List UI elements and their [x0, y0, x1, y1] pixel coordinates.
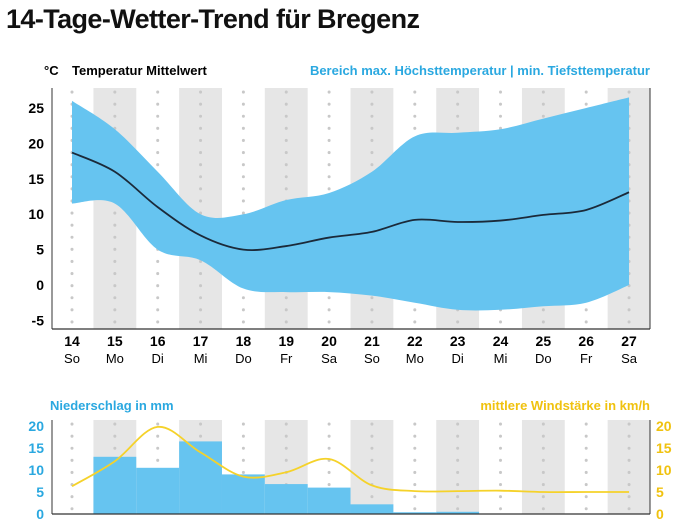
x-tick-weekday: Do: [535, 351, 552, 366]
upper-y-tick: 25: [28, 100, 44, 116]
legend-wind: mittlere Windstärke in km/h: [480, 398, 650, 413]
wind-y-tick: 5: [656, 484, 664, 500]
temperature-range-band: [72, 97, 630, 311]
precip-bar-18: [221, 474, 265, 514]
upper-y-tick: 10: [28, 206, 44, 222]
x-tick-day: 25: [536, 333, 552, 349]
upper-x-tick-labels: 14 So 15 Mo 16 Di 17 Mi 18 Do 19 Fr 20 Sa 21 So 22 Mo 23 Di…: [64, 333, 638, 366]
precipitation-bars: [93, 441, 480, 514]
legend-precipitation: Niederschlag in mm: [50, 398, 174, 413]
wind-y-tick: 15: [656, 440, 672, 456]
x-tick-weekday: Sa: [621, 351, 638, 366]
upper-y-tick: 0: [36, 277, 44, 293]
precip-y-tick-labels: 20 15 10 5 0: [28, 418, 44, 522]
x-tick-weekday: Fr: [280, 351, 293, 366]
x-tick-weekday: Mi: [494, 351, 508, 366]
x-tick-day: 15: [107, 333, 123, 349]
page-title: 14-Tage-Wetter-Trend für Bregenz: [6, 4, 420, 34]
x-tick-weekday: Do: [235, 351, 252, 366]
lower-stripe: [350, 420, 394, 514]
x-tick-weekday: Mo: [106, 351, 124, 366]
precip-bar-21: [350, 504, 394, 514]
upper-y-tick: 15: [28, 171, 44, 187]
x-tick-day: 22: [407, 333, 423, 349]
legend-range: Bereich max. Höchsttemperatur | min. Tie…: [310, 63, 650, 78]
x-tick-weekday: So: [64, 351, 80, 366]
wind-y-tick-labels: 20 15 10 5 0: [656, 418, 672, 522]
precip-y-tick: 15: [28, 440, 44, 456]
unit-label: °C: [44, 63, 59, 78]
precip-bar-20: [307, 487, 351, 514]
precip-y-tick: 0: [36, 506, 44, 522]
wind-line: [71, 425, 630, 493]
precip-bar-19: [264, 484, 308, 514]
x-tick-day: 19: [278, 333, 294, 349]
x-tick-day: 20: [321, 333, 337, 349]
x-tick-weekday: So: [364, 351, 380, 366]
x-tick-day: 14: [64, 333, 80, 349]
wind-y-tick: 0: [656, 506, 664, 522]
x-tick-day: 17: [193, 333, 209, 349]
upper-y-tick: 5: [36, 242, 44, 258]
legend-mean: Temperatur Mittelwert: [72, 63, 208, 78]
x-tick-weekday: Sa: [321, 351, 338, 366]
precip-bar-23: [436, 511, 480, 514]
x-tick-weekday: Fr: [580, 351, 593, 366]
x-tick-day: 26: [578, 333, 594, 349]
lower-stripe: [521, 420, 565, 514]
x-tick-weekday: Di: [152, 351, 164, 366]
precip-y-tick: 10: [28, 462, 44, 478]
x-tick-day: 23: [450, 333, 466, 349]
lower-stripe: [607, 420, 651, 514]
wind-y-tick: 20: [656, 418, 672, 434]
x-tick-day: 27: [621, 333, 637, 349]
lower-stripe: [436, 420, 480, 514]
x-tick-weekday: Mo: [406, 351, 424, 366]
wind-y-tick: 10: [656, 462, 672, 478]
upper-y-tick: -5: [32, 312, 45, 328]
upper-y-tick-labels: 25 20 15 10 5 0 -5: [28, 100, 44, 328]
x-tick-day: 24: [493, 333, 509, 349]
x-tick-day: 21: [364, 333, 380, 349]
precip-bar-16: [136, 467, 180, 514]
x-tick-weekday: Di: [452, 351, 464, 366]
mean-temperature-line: [71, 151, 630, 251]
x-tick-day: 18: [236, 333, 252, 349]
precip-bar-15: [93, 456, 137, 514]
precip-y-tick: 20: [28, 418, 44, 434]
precip-bar-17: [179, 441, 222, 514]
x-tick-day: 16: [150, 333, 166, 349]
x-tick-weekday: Mi: [194, 351, 208, 366]
precip-bar-22: [393, 512, 437, 514]
upper-y-tick: 20: [28, 135, 44, 151]
precip-y-tick: 5: [36, 484, 44, 500]
